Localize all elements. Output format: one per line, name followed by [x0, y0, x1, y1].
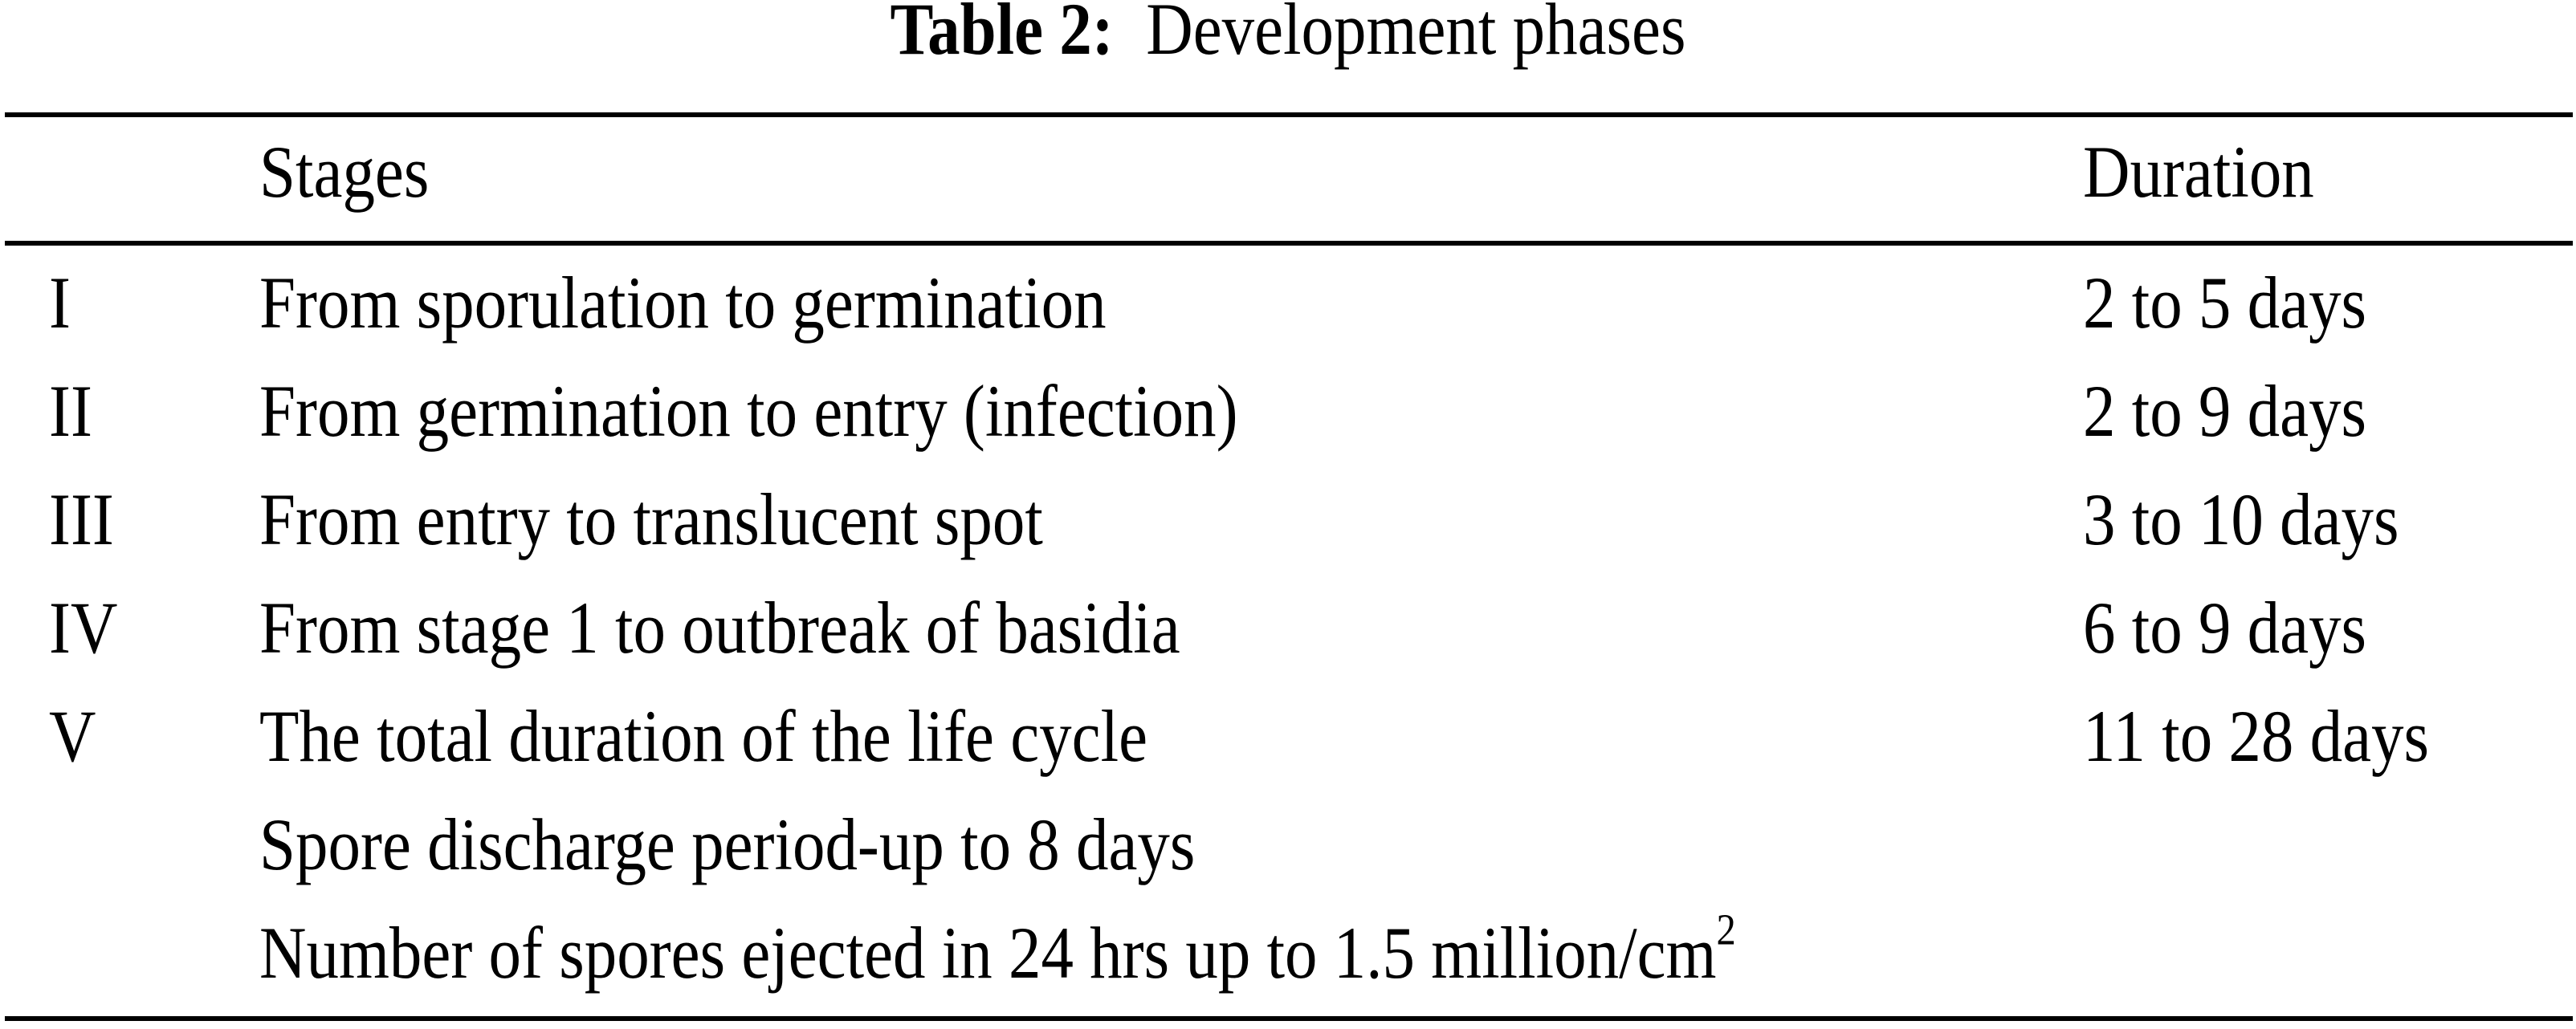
note-spore-count: Number of spores ejected in 24 hrs up to… [259, 908, 1736, 990]
stage-number: I [49, 262, 71, 344]
stage-duration: 3 to 10 days [2083, 478, 2399, 560]
table-title: Table 2: Development phases [0, 0, 2576, 66]
header-stages: Stages [259, 131, 430, 213]
table-number: Table 2: [890, 0, 1114, 70]
stage-description: From sporulation to germination [259, 262, 1107, 344]
stage-number: III [49, 478, 114, 560]
bottom-rule [5, 1016, 2573, 1021]
note-spore-discharge: Spore discharge period-up to 8 days [259, 803, 1196, 885]
header-duration: Duration [2083, 131, 2314, 213]
stage-number: IV [49, 587, 118, 669]
note-spore-count-text: Number of spores ejected in 24 hrs up to… [259, 912, 1717, 994]
stage-duration: 11 to 28 days [2083, 695, 2430, 777]
stage-number: V [49, 695, 96, 777]
stage-description: The total duration of the life cycle [259, 695, 1148, 777]
table-caption: Development phases [1146, 0, 1686, 70]
header-rule [5, 241, 2573, 246]
stage-duration: 2 to 5 days [2083, 262, 2367, 344]
top-rule [5, 112, 2573, 117]
stage-description: From stage 1 to outbreak of basidia [259, 587, 1180, 669]
superscript: 2 [1716, 905, 1736, 954]
stage-description: From entry to translucent spot [259, 478, 1043, 560]
stage-number: II [49, 370, 92, 452]
stage-duration: 2 to 9 days [2083, 370, 2367, 452]
stage-description: From germination to entry (infection) [259, 370, 1238, 452]
stage-duration: 6 to 9 days [2083, 587, 2367, 669]
